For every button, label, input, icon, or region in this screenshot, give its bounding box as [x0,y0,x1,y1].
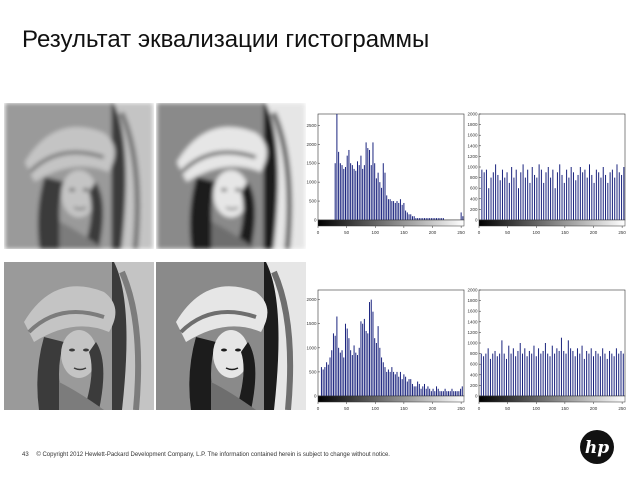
x-tick-label: 0 [478,406,481,411]
x-tick-label: 100 [532,230,540,235]
x-tick-label: 0 [478,230,481,235]
x-tick-label: 50 [344,230,350,235]
y-tick-label: 2000 [306,142,317,147]
x-tick-label: 150 [561,406,569,411]
x-tick-label: 200 [429,230,437,235]
y-tick-label: 1600 [467,133,478,138]
x-tick-label: 250 [618,406,626,411]
y-tick-label: 2000 [306,297,317,302]
histogram-svg: 0 50 100 150 200 250 0 200 400 600 800 1000 1200 1400… [467,112,626,236]
photo-image [4,262,154,410]
y-tick-label: 2000 [467,112,478,117]
y-tick-label: 200 [470,207,478,212]
histogram-sharp-equalized: 0 50 100 150 200 250 0 200 400 600 800 1000 1200 1400… [466,286,631,412]
y-tick-label: 1000 [306,180,317,185]
x-tick-label: 0 [317,406,320,411]
y-tick-label: 500 [309,199,317,204]
y-tick-label: 1400 [467,319,478,324]
histogram-sharp-original: 0 50 100 150 200 250 0 500 1000 1500 2000 [305,286,470,411]
photo-blurred-original [4,103,154,249]
x-tick-label: 250 [457,406,465,411]
y-tick-label: 200 [470,383,478,388]
y-tick-label: 0 [314,394,317,399]
x-tick-label: 100 [532,406,540,411]
x-tick-label: 200 [590,230,598,235]
y-tick-label: 1500 [306,321,317,326]
y-tick-label: 600 [470,362,478,367]
copyright-notice: © Copyright 2012 Hewlett-Packard Develop… [36,452,390,458]
y-tick-label: 1600 [467,309,478,314]
intensity-colorbar [478,219,626,227]
x-tick-label: 0 [317,230,320,235]
y-tick-label: 1400 [467,143,478,148]
y-tick-label: 1200 [467,154,478,159]
y-tick-label: 1000 [306,345,317,350]
histogram-svg: 0 50 100 150 200 250 0 200 400 600 800 1000 1200 1400… [467,288,626,412]
histogram-blurred-original: 0 50 100 150 200 250 0 500 1000 1500 2000 2500 [305,110,470,235]
photo-image [156,262,306,410]
hp-logo-text: hp [585,438,609,458]
y-tick-label: 0 [475,218,478,223]
y-tick-label: 0 [314,218,317,223]
x-tick-label: 200 [429,406,437,411]
y-tick-label: 400 [470,372,478,377]
y-tick-label: 2000 [467,288,478,293]
slide-title: Результат эквализации гистограммы [22,26,430,53]
x-tick-label: 50 [505,406,511,411]
photo-sharp-original [4,262,154,410]
footer: 43 © Copyright 2012 Hewlett-Packard Deve… [22,452,390,458]
y-tick-label: 1500 [306,161,317,166]
y-tick-label: 2500 [306,123,317,128]
histogram-svg: 0 50 100 150 200 250 0 500 1000 1500 2000 [306,289,465,411]
histogram-blurred-equalized: 0 50 100 150 200 250 0 200 400 600 800 1000 1200 1400… [466,110,631,236]
x-tick-label: 150 [561,230,569,235]
x-tick-label: 100 [371,406,379,411]
y-tick-label: 0 [475,394,478,399]
intensity-colorbar [478,395,626,403]
y-tick-label: 1000 [467,341,478,346]
intensity-colorbar [317,219,465,227]
x-tick-label: 100 [371,230,379,235]
x-tick-label: 150 [400,406,408,411]
photo-sharp-equalized [156,262,306,410]
y-tick-label: 800 [470,351,478,356]
page-number: 43 [22,452,29,458]
x-tick-label: 50 [505,230,511,235]
x-tick-label: 250 [618,230,626,235]
x-tick-label: 50 [344,406,350,411]
y-tick-label: 1000 [467,165,478,170]
y-tick-label: 400 [470,196,478,201]
y-tick-label: 600 [470,186,478,191]
photo-image [5,103,153,249]
y-tick-label: 500 [309,369,317,374]
x-tick-label: 150 [400,230,408,235]
y-tick-label: 1200 [467,330,478,335]
photo-blurred-equalized [156,103,306,249]
hp-logo: hp [580,430,614,464]
x-tick-label: 250 [457,230,465,235]
y-tick-label: 1800 [467,122,478,127]
x-tick-label: 200 [590,406,598,411]
y-tick-label: 800 [470,175,478,180]
y-tick-label: 1800 [467,298,478,303]
intensity-colorbar [317,395,465,403]
photo-image [157,103,305,249]
